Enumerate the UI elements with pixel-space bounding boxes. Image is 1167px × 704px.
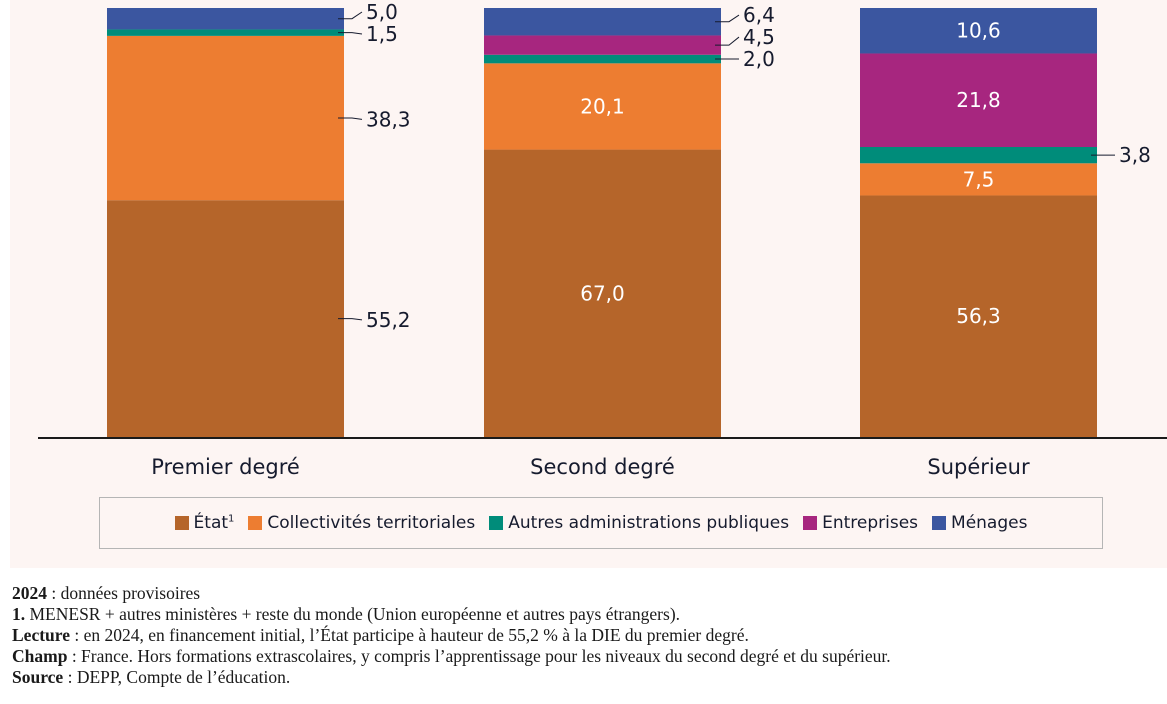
data-label: 3,8: [1119, 143, 1151, 167]
legend-label: Collectivités territoriales: [267, 513, 476, 533]
bar-segment-1-2: [484, 54, 721, 64]
footnote-line: Champ : France. Hors formations extrasco…: [12, 646, 891, 666]
category-labels: Premier degré Second degré Supérieur: [151, 455, 1030, 479]
label-leader-line: [338, 117, 363, 120]
label-leader-line: [715, 36, 740, 46]
legend-item: Collectivités territoriales: [248, 513, 475, 533]
label-leader-line: [338, 11, 363, 20]
legend-item: Entreprises: [803, 513, 918, 533]
data-label: 55,2: [366, 308, 411, 332]
data-label: 7,5: [963, 167, 995, 191]
data-label: 4,5: [743, 25, 775, 49]
data-label: 1,5: [366, 22, 398, 46]
bar-segment-0-2: [107, 29, 344, 36]
legend-swatch-icon: [932, 516, 947, 530]
footnote-line: Source : DEPP, Compte de l’éducation.: [12, 667, 291, 687]
legend-swatch-icon: [174, 516, 189, 530]
data-label: 20,1: [580, 94, 625, 118]
bar-segment-2-1: [860, 163, 1097, 196]
legend-label: Entreprises: [822, 513, 919, 533]
label-leader-line: [338, 32, 363, 35]
bar-segment-1-3: [484, 35, 721, 55]
bar-segment-2-2: [860, 146, 1097, 164]
label-leader-line: [338, 318, 363, 321]
data-label: 21,8: [956, 88, 1001, 112]
label-leader-line: [715, 14, 740, 23]
data-label: 56,3: [956, 304, 1001, 328]
legend-item: Autres administrations publiques: [489, 513, 789, 533]
bar-segment-1-4: [484, 8, 721, 36]
footnote-line: 2024 : données provisoires: [12, 583, 201, 603]
footnote-line: Lecture : en 2024, en financement initia…: [12, 625, 749, 645]
category-label: Second degré: [530, 455, 675, 479]
bars-group: [107, 8, 1097, 437]
legend-label: État1: [193, 513, 235, 533]
bar-segment-2-0: [860, 195, 1097, 437]
data-label: 6,4: [743, 3, 775, 27]
legend-item: Ménages: [932, 513, 1027, 533]
data-label: 67,0: [580, 281, 625, 305]
data-label: 2,0: [743, 47, 775, 71]
legend-swatch-icon: [489, 516, 504, 530]
legend-swatch-icon: [803, 516, 818, 530]
category-label: Supérieur: [927, 455, 1030, 479]
bar-segment-0-4: [107, 8, 344, 30]
legend-item: État1: [174, 513, 235, 533]
bar-segment-0-1: [107, 35, 344, 201]
footnote-line: 1. MENESR + autres ministères + reste du…: [12, 604, 681, 624]
footnotes: 2024 : données provisoires 1. MENESR + au…: [12, 583, 1162, 688]
legend-label: Ménages: [951, 513, 1028, 533]
legend-swatch-icon: [248, 516, 263, 530]
bar-segment-0-0: [107, 200, 344, 437]
bar-segment-1-0: [484, 149, 721, 437]
data-labels-group: 55,2 38,3 1,55,0 67,0 20,1 2,04,56,4 56,3 7,5 3,…: [338, 0, 1151, 332]
stacked-bar-chart: 55,2 38,3 1,55,0 67,0 20,1 2,04,56,4 56,3 7,5 3,…: [38, 0, 1167, 479]
category-label: Premier degré: [151, 455, 300, 479]
bar-segment-1-1: [484, 63, 721, 150]
legend: État1 Collectivités territoriales Autres a…: [99, 497, 1103, 549]
legend-label: Autres administrations publiques: [508, 513, 790, 533]
bar-segment-2-4: [860, 8, 1097, 54]
data-label: 5,0: [366, 0, 398, 24]
bar-segment-2-3: [860, 53, 1097, 147]
data-label: 10,6: [956, 19, 1001, 43]
data-label: 38,3: [366, 107, 411, 131]
